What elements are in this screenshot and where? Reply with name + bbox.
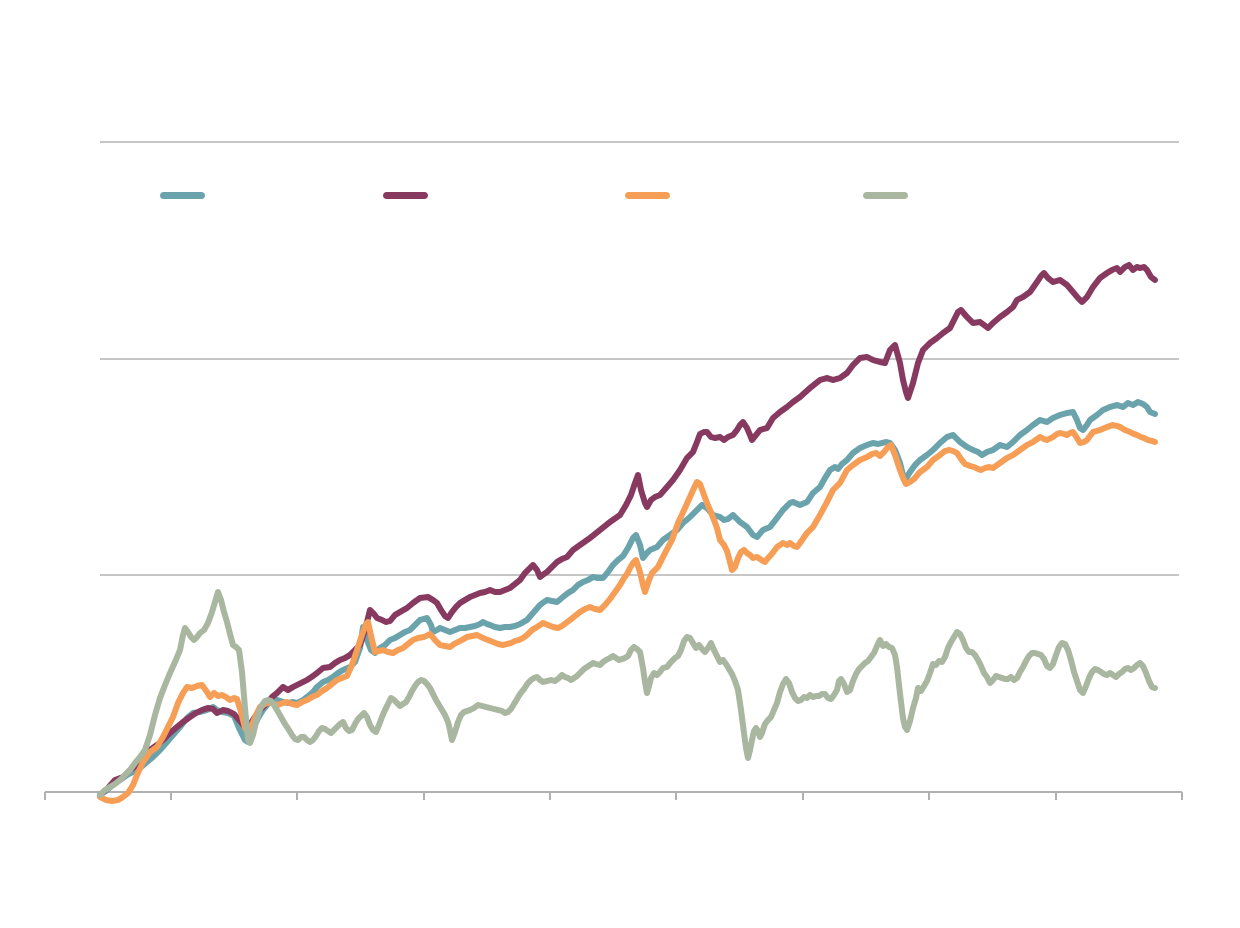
- line-series-maroon: [97, 262, 1158, 798]
- line-series-teal: [97, 399, 1158, 798]
- legend-swatch-series-orange: [625, 192, 670, 199]
- line-series-sage: [97, 589, 1158, 798]
- legend-swatch-series-teal: [160, 192, 205, 199]
- legend-swatch-series-sage: [863, 192, 908, 199]
- legend-swatch-series-maroon: [383, 192, 428, 199]
- line-series-orange: [97, 422, 1158, 804]
